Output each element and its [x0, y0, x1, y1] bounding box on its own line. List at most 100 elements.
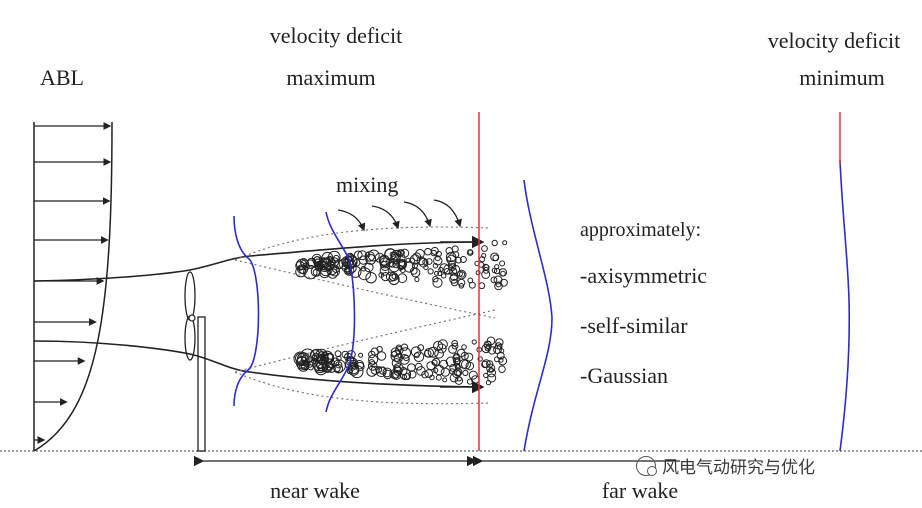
eddy	[439, 359, 449, 369]
eddy	[379, 257, 391, 269]
mixing-arrows	[337, 199, 462, 232]
eddy	[498, 357, 504, 363]
eddy	[485, 379, 492, 386]
streamlines	[33, 235, 485, 394]
eddy	[393, 363, 404, 374]
eddy	[366, 366, 378, 377]
eddy	[491, 267, 498, 274]
eddy	[397, 259, 407, 269]
wind-turbine	[184, 271, 206, 452]
eddy	[495, 281, 502, 288]
eddy	[416, 256, 426, 266]
eddy	[439, 263, 450, 274]
eddy	[399, 354, 410, 365]
eddy	[492, 254, 500, 262]
eddy	[368, 350, 376, 359]
eddy	[481, 270, 491, 279]
eddy	[491, 239, 498, 247]
eddy	[323, 365, 331, 373]
eddy	[432, 262, 439, 269]
eddy	[448, 344, 458, 354]
eddy	[392, 371, 400, 379]
deficit-max-label-line2: maximum	[286, 65, 375, 90]
eddy	[454, 362, 461, 369]
eddy	[459, 256, 467, 263]
eddy	[344, 265, 355, 276]
eddy	[456, 376, 462, 382]
eddy	[496, 351, 505, 360]
eddy	[446, 256, 452, 262]
eddy	[498, 365, 506, 374]
eddy	[432, 277, 443, 288]
eddy	[414, 276, 420, 283]
eddy	[437, 339, 448, 350]
eddy	[341, 350, 349, 359]
far-wake-profile-minimum	[839, 159, 851, 452]
eddy	[385, 271, 397, 282]
gaussian-label: -Gaussian	[580, 363, 668, 388]
eddy	[409, 254, 421, 265]
eddy	[477, 356, 483, 362]
eddy	[329, 266, 340, 277]
eddy	[350, 365, 364, 379]
eddy	[319, 356, 326, 362]
eddy	[440, 367, 450, 377]
eddy	[434, 348, 445, 359]
self-similar-label: -self-similar	[580, 313, 688, 338]
eddy	[458, 283, 465, 289]
eddy	[304, 360, 311, 367]
eddy	[424, 369, 434, 378]
eddy	[462, 369, 469, 377]
eddy	[493, 267, 501, 275]
eddy	[417, 344, 425, 352]
far-wake-profile	[523, 179, 553, 452]
eddy	[299, 258, 308, 266]
eddy	[481, 245, 488, 252]
eddy	[487, 373, 497, 383]
eddy	[499, 260, 506, 267]
eddy	[327, 353, 335, 360]
deficit-min-label-line2: minimum	[799, 65, 885, 90]
eddy	[390, 347, 401, 357]
eddy	[364, 251, 375, 262]
eddy	[449, 274, 459, 284]
eddy	[435, 374, 442, 381]
eddy	[452, 251, 460, 258]
eddy	[399, 368, 412, 381]
eddy	[443, 264, 454, 275]
abl-velocity-profile	[33, 121, 113, 452]
eddy	[315, 263, 324, 272]
eddy	[486, 368, 496, 378]
eddy	[481, 253, 487, 259]
eddy	[465, 361, 475, 371]
wake-velocity-profiles	[233, 159, 851, 452]
eddy	[413, 351, 425, 363]
eddy	[455, 370, 462, 376]
eddy	[451, 245, 459, 253]
eddy	[334, 350, 342, 358]
eddy	[452, 354, 461, 363]
eddy	[466, 249, 474, 256]
eddy	[390, 253, 401, 265]
eddy	[498, 356, 508, 366]
watermark-text: 风电气动研究与优化	[662, 458, 815, 478]
eddy	[451, 342, 459, 350]
eddy	[376, 346, 383, 353]
eddy	[424, 348, 435, 358]
eddy	[468, 370, 478, 380]
eddy	[410, 267, 418, 275]
eddy	[326, 363, 336, 373]
eddy	[358, 352, 364, 358]
shear-layer-boundaries	[234, 226, 496, 405]
eddy	[310, 348, 324, 363]
eddy	[482, 267, 490, 274]
eddy	[441, 273, 447, 279]
eddy	[357, 250, 368, 261]
eddy	[493, 275, 503, 285]
eddy	[433, 256, 443, 266]
eddy	[410, 267, 421, 278]
eddy	[333, 254, 340, 262]
eddy	[365, 272, 377, 284]
